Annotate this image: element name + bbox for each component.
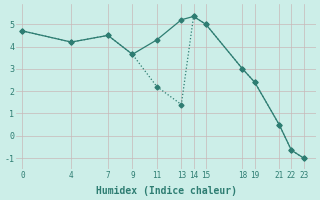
X-axis label: Humidex (Indice chaleur): Humidex (Indice chaleur) xyxy=(96,186,236,196)
